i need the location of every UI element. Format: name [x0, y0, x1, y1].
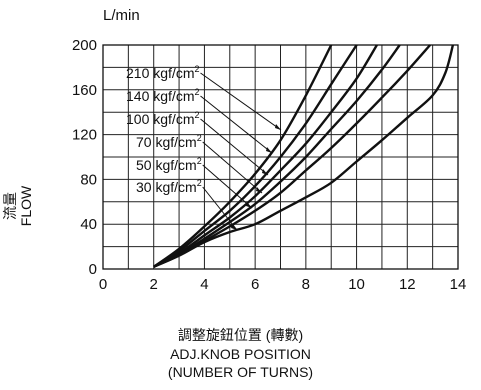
y-axis-title: 流量 FLOW: [2, 186, 34, 226]
x-tick-label: 0: [99, 276, 107, 293]
x-tick-label: 12: [399, 276, 416, 293]
series-label: 70 kgf/cm2: [136, 133, 202, 150]
series-label: 140 kgf/cm2: [126, 87, 200, 104]
series-label-leader: [200, 95, 273, 154]
leader-arrowhead: [275, 124, 281, 130]
leader-arrowhead: [266, 147, 272, 153]
leader-arrowhead: [256, 187, 262, 193]
series-label-leader: [202, 164, 253, 209]
x-axis-title-en: ADJ.KNOB POSITION: [170, 346, 311, 362]
x-tick-label: 10: [348, 276, 365, 293]
leader-arrowhead: [231, 224, 237, 230]
y-tick-label: 200: [72, 37, 97, 54]
leader-arrowhead: [246, 202, 252, 208]
x-tick-label: 14: [450, 276, 467, 293]
y-axis-title-zh: 流量: [2, 192, 18, 221]
y-tick-label: 40: [80, 216, 97, 233]
series-line: [153, 44, 333, 268]
x-axis-title-zh: 調整旋鈕位置 (轉數): [177, 327, 304, 343]
series-label: 50 kgf/cm2: [136, 156, 202, 173]
series-label: 100 kgf/cm2: [126, 110, 200, 127]
plot-frame: [102, 44, 459, 270]
x-axis-title-en2: (NUMBER OF TURNS): [167, 364, 314, 380]
x-tick-label: 8: [302, 276, 310, 293]
series-label: 210 kgf/cm2: [126, 64, 200, 81]
series-label-leader: [202, 186, 238, 231]
series-label-leader: [200, 118, 269, 176]
y-tick-label: 120: [72, 127, 97, 144]
y-tick-label: 160: [72, 82, 97, 99]
series-label: 30 kgf/cm2: [136, 178, 202, 195]
series-label-leader: [202, 141, 263, 194]
y-axis-title-en: FLOW: [18, 185, 34, 227]
x-tick-label: 6: [251, 276, 259, 293]
y-tick-label: 80: [80, 171, 97, 188]
series-line: [153, 44, 455, 268]
series-label-leaders: [200, 72, 282, 231]
series-line: [153, 44, 358, 268]
x-tick-label: 2: [150, 276, 158, 293]
series-label-leader: [200, 72, 282, 131]
chart-series: [153, 44, 455, 268]
series-line: [153, 44, 378, 268]
leader-arrowhead: [262, 169, 268, 175]
flow-chart: 210 kgf/cm2 140 kgf/cm2 100 kgf/cm2 70 kgf/…: [72, 7, 466, 293]
y-unit-label: L/min: [103, 7, 140, 24]
y-tick-label: 0: [89, 261, 97, 278]
tick-labels: 0 2 4 6 8 10 12 14 0 40 80 120 160 200: [72, 37, 466, 293]
x-tick-label: 4: [200, 276, 208, 293]
series-labels: 210 kgf/cm2 140 kgf/cm2 100 kgf/cm2 70 kgf/…: [126, 64, 202, 195]
series-line: [153, 44, 401, 268]
